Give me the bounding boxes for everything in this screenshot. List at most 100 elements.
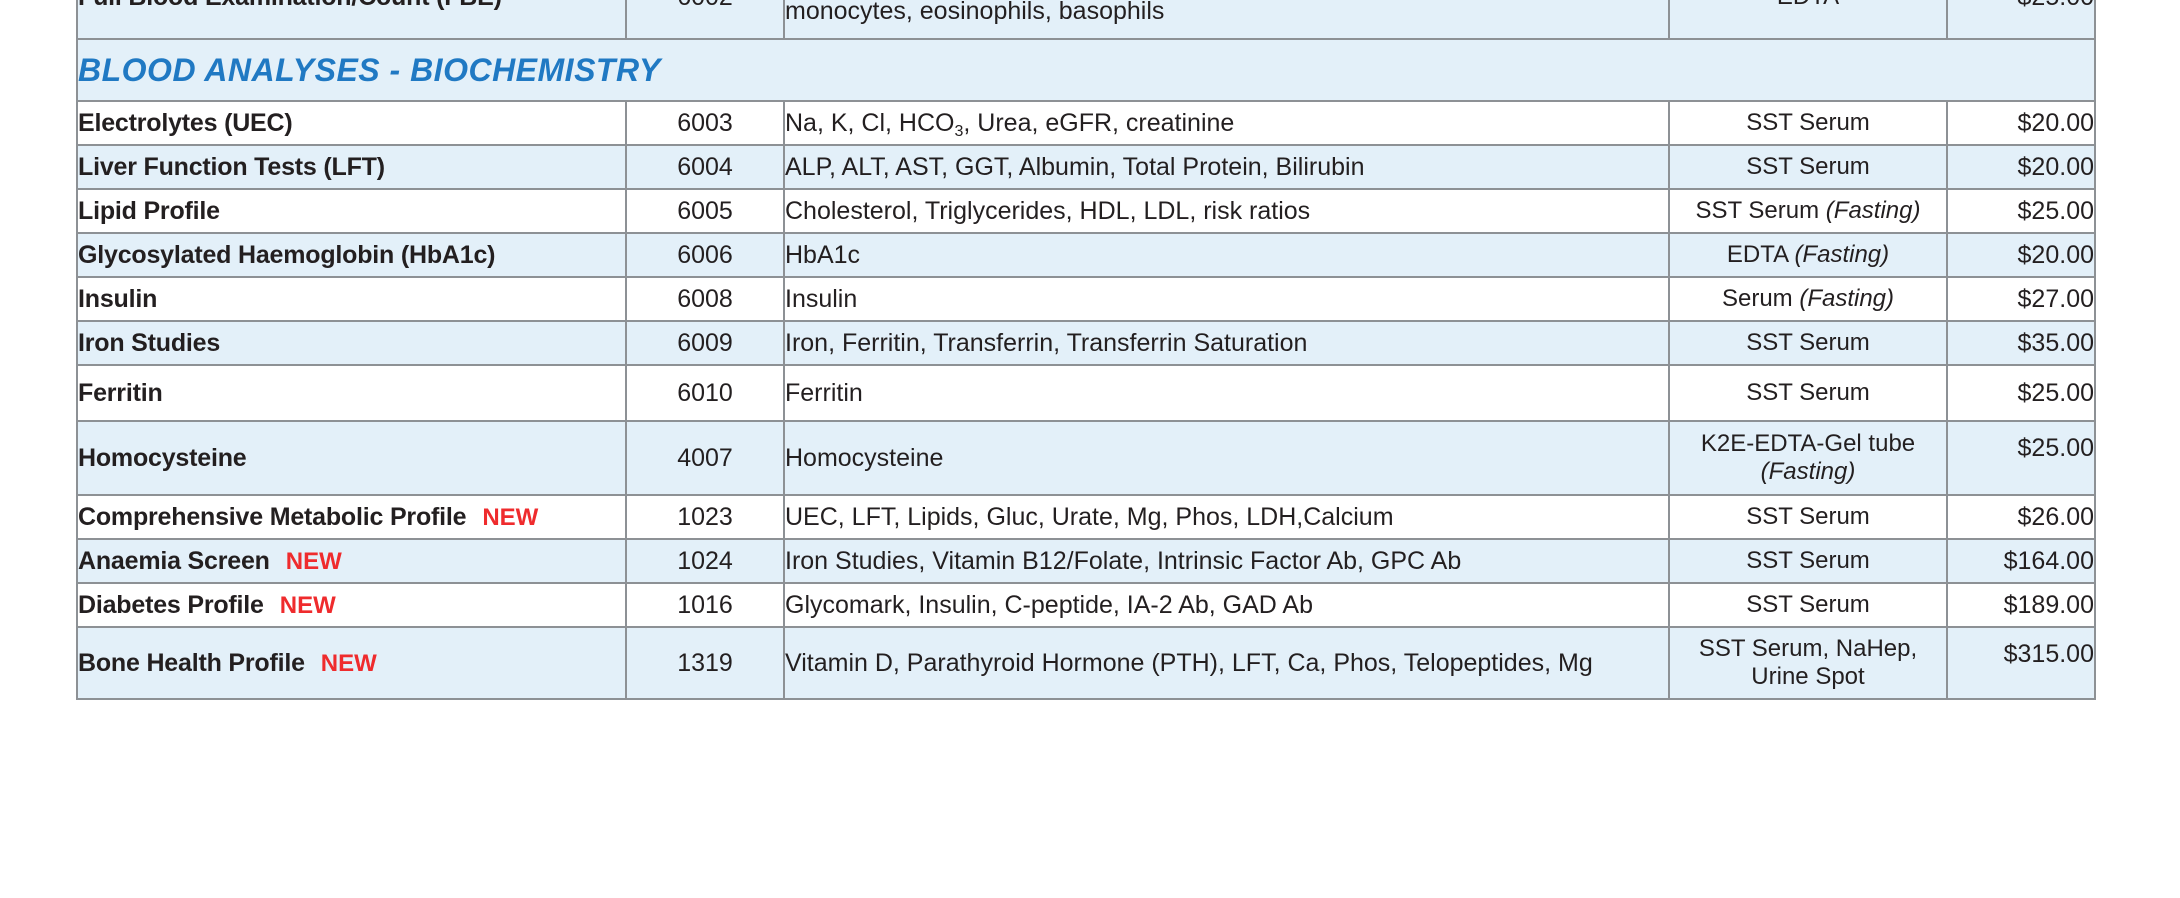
specimen-label: K2E-EDTA-Gel tube xyxy=(1700,429,1916,457)
test-code: 1024 xyxy=(625,538,785,584)
table-row[interactable]: Full Blood Examination/Count (FBE) 6002 … xyxy=(76,0,2096,40)
specimen-label: EDTA xyxy=(1726,240,1788,268)
specimen-type: EDTA xyxy=(1668,0,1948,40)
test-name: Electrolytes (UEC) xyxy=(76,100,627,146)
specimen-type: SST Serum xyxy=(1668,320,1948,366)
test-description: Iron Studies, Vitamin B12/Folate, Intrin… xyxy=(783,538,1670,584)
table-row[interactable]: Diabetes Profile NEW 1016 Glycomark, Insu… xyxy=(76,582,2096,628)
table-row[interactable]: Lipid Profile 6005 Cholesterol, Triglyce… xyxy=(76,188,2096,234)
specimen-type: SST Serum, NaHep, Urine Spot xyxy=(1668,626,1948,700)
test-price: $25.00 xyxy=(1946,188,2096,234)
fasting-note: (Fasting) xyxy=(1760,458,1856,485)
specimen-type: SST Serum xyxy=(1668,100,1948,146)
table-row[interactable]: Iron Studies 6009 Iron, Ferritin, Transf… xyxy=(76,320,2096,366)
test-description: Hb, RBC, MCV, MCHC, Hct, platelets WBC, … xyxy=(783,0,1670,40)
specimen-type: SST Serum xyxy=(1668,494,1948,540)
table-row[interactable]: Insulin 6008 Insulin Serum (Fasting) $27… xyxy=(76,276,2096,322)
test-name-label: Comprehensive Metabolic Profile xyxy=(78,502,467,531)
test-code: 6002 xyxy=(625,0,785,40)
table-row[interactable]: Electrolytes (UEC) 6003 Na, K, Cl, HCO3,… xyxy=(76,100,2096,146)
test-description: Cholesterol, Triglycerides, HDL, LDL, ri… xyxy=(783,188,1670,234)
test-name: Insulin xyxy=(76,276,627,322)
test-description: Ferritin xyxy=(783,364,1670,422)
test-code: 6003 xyxy=(625,100,785,146)
pathology-price-table: Full Blood Examination/Count (FBE) 6002 … xyxy=(76,0,2096,700)
test-description: ALP, ALT, AST, GGT, Albumin, Total Prote… xyxy=(783,144,1670,190)
table-row[interactable]: Comprehensive Metabolic Profile NEW 1023 … xyxy=(76,494,2096,540)
specimen-type: SST Serum (Fasting) xyxy=(1668,188,1948,234)
new-badge: NEW xyxy=(320,649,377,677)
desc-post: , Urea, eGFR, creatinine xyxy=(963,108,1235,137)
test-name-label: Diabetes Profile xyxy=(78,590,264,619)
test-name: Full Blood Examination/Count (FBE) xyxy=(76,0,627,40)
test-price: $26.00 xyxy=(1946,494,2096,540)
test-price: $25.00 xyxy=(1946,364,2096,422)
specimen-label: SST Serum, NaHep, xyxy=(1698,634,1918,662)
specimen-type: K2E-EDTA-Gel tube (Fasting) xyxy=(1668,420,1948,496)
specimen-type: SST Serum xyxy=(1668,538,1948,584)
test-code: 6004 xyxy=(625,144,785,190)
test-price: $25.00 xyxy=(1946,420,2096,496)
fasting-note: (Fasting) xyxy=(1794,240,1890,268)
test-description: Iron, Ferritin, Transferrin, Transferrin… xyxy=(783,320,1670,366)
test-code: 1016 xyxy=(625,582,785,628)
test-description: Na, K, Cl, HCO3, Urea, eGFR, creatinine xyxy=(783,100,1670,146)
test-name-label: Anaemia Screen xyxy=(78,546,270,575)
test-price: $315.00 xyxy=(1946,626,2096,700)
test-price: $189.00 xyxy=(1946,582,2096,628)
specimen-type: Serum (Fasting) xyxy=(1668,276,1948,322)
table-row[interactable]: Homocysteine 4007 Homocysteine K2E-EDTA-… xyxy=(76,420,2096,496)
table-row[interactable]: Bone Health Profile NEW 1319 Vitamin D, P… xyxy=(76,626,2096,700)
test-code: 4007 xyxy=(625,420,785,496)
test-name: Glycosylated Haemoglobin (HbA1c) xyxy=(76,232,627,278)
test-name: Comprehensive Metabolic Profile NEW xyxy=(76,494,627,540)
test-price: $27.00 xyxy=(1946,276,2096,322)
table-row[interactable]: Anaemia Screen NEW 1024 Iron Studies, Vit… xyxy=(76,538,2096,584)
test-price: $20.00 xyxy=(1946,100,2096,146)
specimen-type: SST Serum xyxy=(1668,582,1948,628)
test-description: HbA1c xyxy=(783,232,1670,278)
test-description: UEC, LFT, Lipids, Gluc, Urate, Mg, Phos,… xyxy=(783,494,1670,540)
desc-subscript: 3 xyxy=(954,122,964,140)
specimen-label: SST Serum xyxy=(1695,196,1820,224)
test-name: Anaemia Screen NEW xyxy=(76,538,627,584)
table-row[interactable]: Liver Function Tests (LFT) 6004 ALP, ALT… xyxy=(76,144,2096,190)
test-price: $35.00 xyxy=(1946,320,2096,366)
fasting-note: (Fasting) xyxy=(1799,284,1895,312)
test-description: Insulin xyxy=(783,276,1670,322)
test-description: Vitamin D, Parathyroid Hormone (PTH), LF… xyxy=(783,626,1670,700)
test-description: Homocysteine xyxy=(783,420,1670,496)
test-price: $20.00 xyxy=(1946,144,2096,190)
test-price: $164.00 xyxy=(1946,538,2096,584)
test-code: 1023 xyxy=(625,494,785,540)
test-code: 6006 xyxy=(625,232,785,278)
new-badge: NEW xyxy=(285,547,342,575)
test-price: $25.00 xyxy=(1946,0,2096,40)
section-title: BLOOD ANALYSES - BIOCHEMISTRY xyxy=(76,38,2096,102)
test-name: Diabetes Profile NEW xyxy=(76,582,627,628)
table-row[interactable]: Ferritin 6010 Ferritin SST Serum $25.00 xyxy=(76,364,2096,422)
test-code: 6010 xyxy=(625,364,785,422)
new-badge: NEW xyxy=(482,503,539,531)
section-header-row: BLOOD ANALYSES - BIOCHEMISTRY xyxy=(76,38,2096,102)
test-code: 6009 xyxy=(625,320,785,366)
test-code: 6008 xyxy=(625,276,785,322)
fasting-note: (Fasting) xyxy=(1825,196,1921,224)
specimen-type: SST Serum xyxy=(1668,364,1948,422)
specimen-type: SST Serum xyxy=(1668,144,1948,190)
table-row[interactable]: Glycosylated Haemoglobin (HbA1c) 6006 Hb… xyxy=(76,232,2096,278)
test-code: 6005 xyxy=(625,188,785,234)
test-name: Ferritin xyxy=(76,364,627,422)
test-name: Iron Studies xyxy=(76,320,627,366)
specimen-label-2: Urine Spot xyxy=(1751,663,1865,690)
test-name: Lipid Profile xyxy=(76,188,627,234)
desc-pre: Na, K, Cl, HCO xyxy=(785,108,955,137)
specimen-label: Serum xyxy=(1721,284,1793,312)
test-name: Bone Health Profile NEW xyxy=(76,626,627,700)
test-code: 1319 xyxy=(625,626,785,700)
test-name-label: Bone Health Profile xyxy=(78,648,305,677)
new-badge: NEW xyxy=(279,591,336,619)
test-price: $20.00 xyxy=(1946,232,2096,278)
test-name: Liver Function Tests (LFT) xyxy=(76,144,627,190)
